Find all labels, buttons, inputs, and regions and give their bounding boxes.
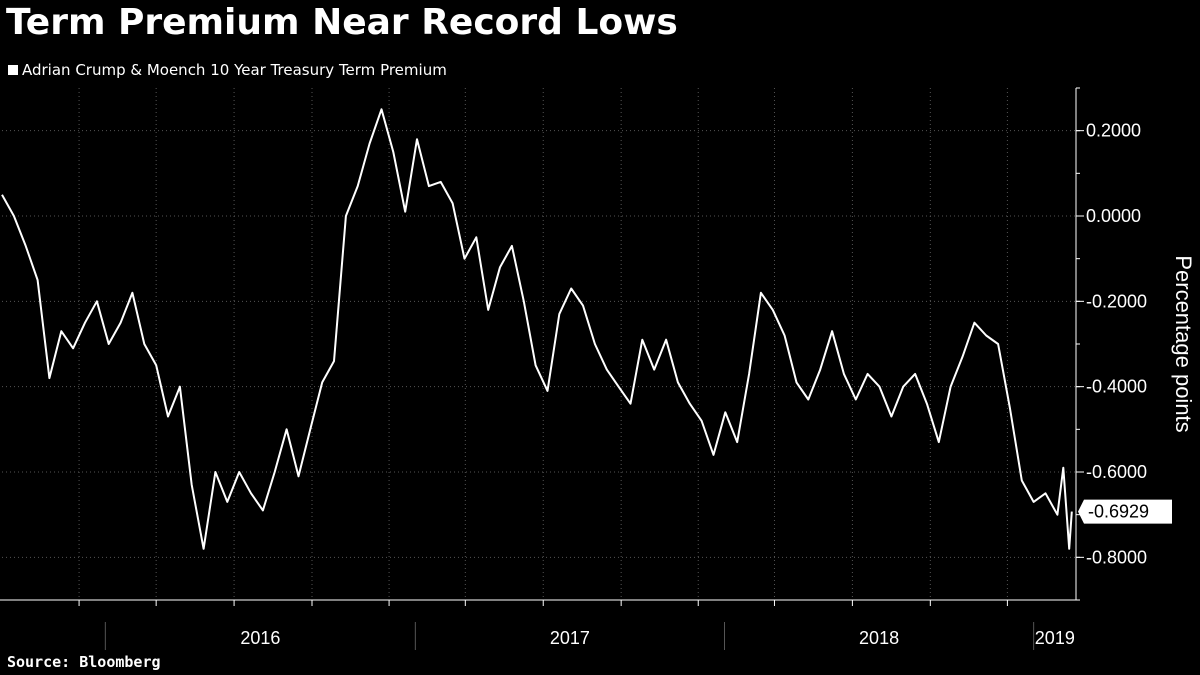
y-tick-label: -0.6000 <box>1086 462 1147 482</box>
legend-label: Adrian Crump & Moench 10 Year Treasury T… <box>22 61 447 79</box>
y-tick-label: -0.4000 <box>1086 377 1147 397</box>
legend-swatch <box>8 65 18 75</box>
y-tick-label: 0.0000 <box>1086 206 1141 226</box>
last-value-badge <box>1078 499 1172 524</box>
x-tick-label: 2018 <box>859 628 899 648</box>
x-tick-label: 2019 <box>1035 628 1075 648</box>
y-axis-label: Percentage points <box>1171 255 1196 432</box>
legend: Adrian Crump & Moench 10 Year Treasury T… <box>8 61 447 79</box>
y-tick-label: -0.2000 <box>1086 291 1147 311</box>
last-value-label: -0.6929 <box>1088 502 1149 522</box>
series-line <box>1 108 1073 550</box>
source-note: Source: Bloomberg <box>7 653 161 671</box>
y-tick-label: -0.8000 <box>1086 547 1147 567</box>
x-tick-label: 2016 <box>240 628 280 648</box>
x-tick-label: 2017 <box>550 628 590 648</box>
y-tick-label: 0.2000 <box>1086 121 1141 141</box>
chart-title: Term Premium Near Record Lows <box>6 2 678 43</box>
